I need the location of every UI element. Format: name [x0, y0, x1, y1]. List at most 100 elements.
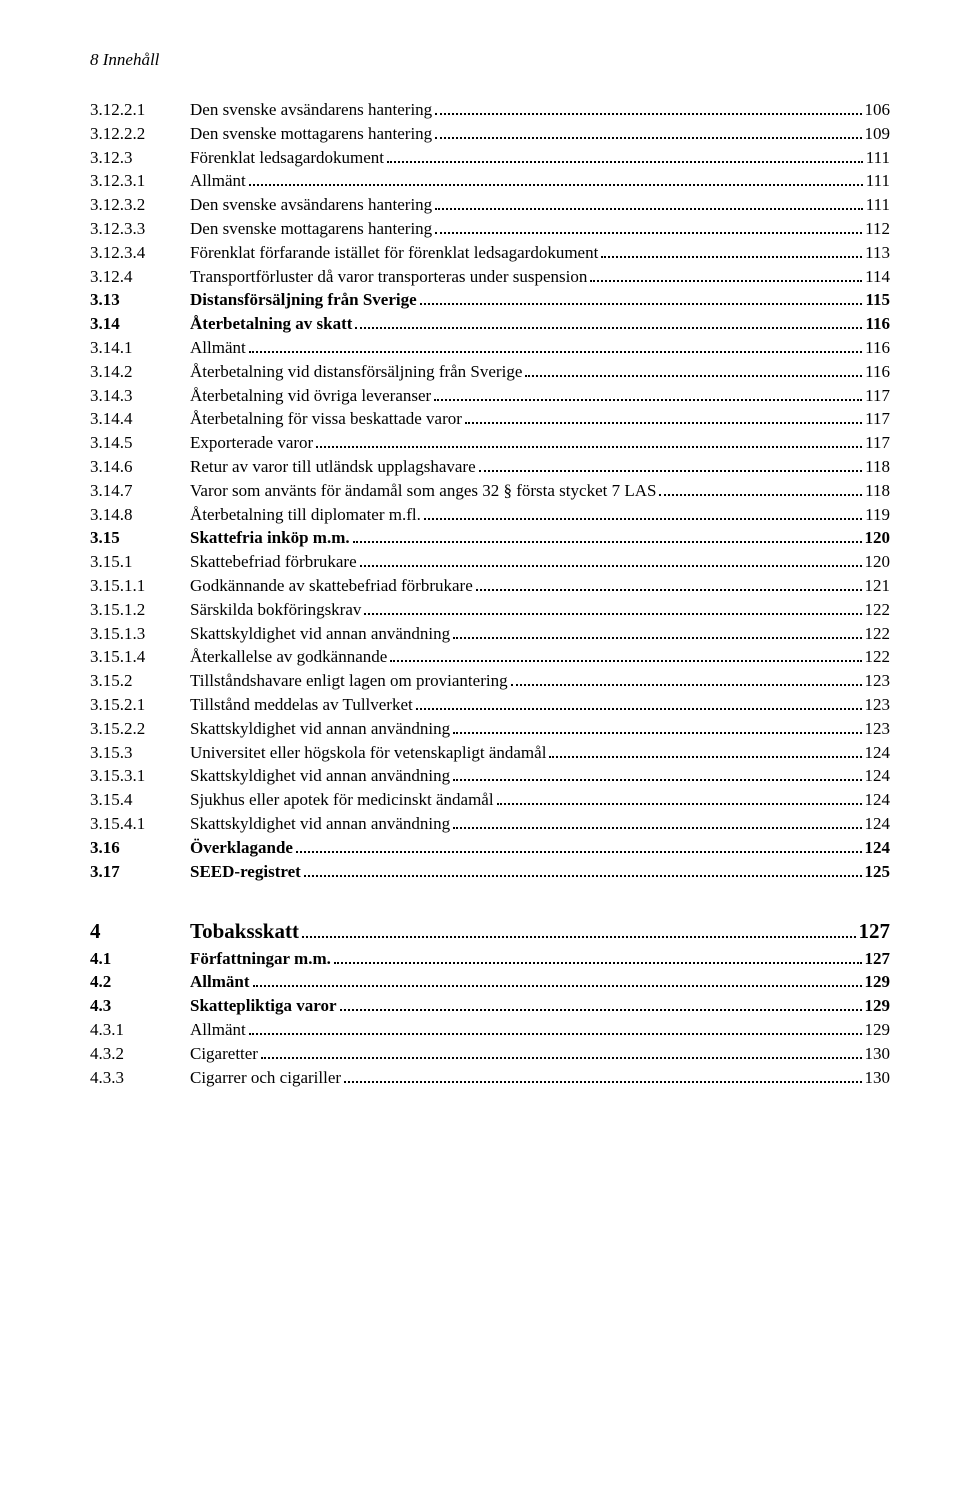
toc-leader-dots	[476, 589, 862, 591]
toc-entry-number: 3.12.2.2	[90, 122, 190, 146]
toc-entry-page: 122	[865, 598, 891, 622]
toc-entry-title: Cigaretter	[190, 1042, 258, 1066]
toc-row: 3.14.5Exporterade varor117	[90, 431, 890, 455]
toc-entry-page: 114	[865, 265, 890, 289]
toc-leader-dots	[253, 985, 862, 987]
toc-entry-page: 117	[865, 384, 890, 408]
toc-leader-dots	[340, 1009, 862, 1011]
toc-row: 3.12.2.1Den svenske avsändarens hanterin…	[90, 98, 890, 122]
toc-leader-dots	[435, 208, 863, 210]
toc-entry-number: 3.15.1.1	[90, 574, 190, 598]
toc-row: 3.15.2.2Skattskyldighet vid annan använd…	[90, 717, 890, 741]
toc-leader-dots	[334, 962, 862, 964]
toc-entry-number: 3.14.7	[90, 479, 190, 503]
toc-entry-number: 3.14.6	[90, 455, 190, 479]
toc-entry-title: Skattskyldighet vid annan användning	[190, 764, 450, 788]
toc-row: 3.14.1Allmänt 116	[90, 336, 890, 360]
toc-entry-page: 127	[859, 917, 891, 946]
toc-entry-number: 3.15.1.4	[90, 645, 190, 669]
toc-entry-title: Skattepliktiga varor	[190, 994, 337, 1018]
toc-row: 4.3Skattepliktiga varor129	[90, 994, 890, 1018]
toc-row: 3.14.8Återbetalning till diplomater m.fl…	[90, 503, 890, 527]
toc-leader-dots	[424, 518, 862, 520]
toc-entry-number: 3.13	[90, 288, 190, 312]
toc-leader-dots	[453, 732, 861, 734]
toc-entry-title: Tillståndshavare enligt lagen om provian…	[190, 669, 508, 693]
toc-entry-title: Sjukhus eller apotek för medicinskt ända…	[190, 788, 494, 812]
toc-row: 3.12.4Transportförluster då varor transp…	[90, 265, 890, 289]
toc-entry-number: 4.3	[90, 994, 190, 1018]
toc-entry-number: 4.1	[90, 947, 190, 971]
toc-entry-number: 3.14.2	[90, 360, 190, 384]
toc-leader-dots	[261, 1057, 862, 1059]
toc-leader-dots	[316, 446, 862, 448]
toc-leader-dots	[453, 779, 861, 781]
toc-entry-page: 106	[865, 98, 891, 122]
toc-row: 3.14.4Återbetalning för vissa beskattade…	[90, 407, 890, 431]
toc-leader-dots	[479, 470, 863, 472]
toc-entry-page: 122	[865, 622, 891, 646]
toc-entry-number: 3.15.4	[90, 788, 190, 812]
toc-entry-page: 116	[865, 312, 890, 336]
toc-entry-page: 120	[865, 550, 891, 574]
toc-entry-page: 129	[865, 1018, 891, 1042]
toc-entry-title: Den svenske avsändarens hantering	[190, 98, 432, 122]
toc-leader-dots	[302, 936, 856, 938]
toc-entry-title: Den svenske mottagarens hantering	[190, 122, 432, 146]
toc-entry-title: Varor som använts för ändamål som anges …	[190, 479, 656, 503]
toc-entry-title: Återbetalning vid övriga leveranser	[190, 384, 431, 408]
toc-entry-page: 109	[865, 122, 891, 146]
toc-entry-number: 3.15.1.2	[90, 598, 190, 622]
toc-row: 3.12.3.4Förenklat förfarande istället fö…	[90, 241, 890, 265]
toc-entry-number: 3.12.3	[90, 146, 190, 170]
toc-entry-page: 129	[865, 970, 891, 994]
toc-leader-dots	[659, 494, 862, 496]
toc-row: 3.15.3Universitet eller högskola för vet…	[90, 741, 890, 765]
toc-entry-page: 124	[865, 741, 891, 765]
toc-entry-page: 115	[865, 288, 890, 312]
toc-entry-number: 3.12.3.1	[90, 169, 190, 193]
toc-entry-title: Skattskyldighet vid annan användning	[190, 717, 450, 741]
toc-entry-page: 130	[865, 1042, 891, 1066]
toc-entry-page: 118	[865, 455, 890, 479]
toc-entry-page: 119	[865, 503, 890, 527]
toc-leader-dots	[525, 375, 862, 377]
toc-leader-dots	[511, 684, 862, 686]
toc-list: 3.12.2.1Den svenske avsändarens hanterin…	[90, 98, 890, 883]
toc-entry-title: Allmänt	[190, 336, 246, 360]
toc-entry-number: 3.15.3	[90, 741, 190, 765]
toc-entry-number: 3.15.1.3	[90, 622, 190, 646]
toc-row: 3.12.3.3Den svenske mottagarens hanterin…	[90, 217, 890, 241]
toc-row: 4.3.1Allmänt129	[90, 1018, 890, 1042]
toc-leader-dots	[420, 303, 863, 305]
toc-entry-page: 111	[866, 193, 890, 217]
toc-entry-title: Författningar m.m.	[190, 947, 331, 971]
toc-entry-number: 3.12.3.2	[90, 193, 190, 217]
toc-entry-page: 116	[865, 336, 890, 360]
toc-entry-title: Återbetalning vid distansförsäljning frå…	[190, 360, 522, 384]
toc-entry-number: 3.17	[90, 860, 190, 884]
toc-entry-page: 113	[865, 241, 890, 265]
toc-entry-title: Skattskyldighet vid annan användning	[190, 812, 450, 836]
toc-entry-title: Den svenske mottagarens hantering	[190, 217, 432, 241]
toc-entry-number: 3.12.2.1	[90, 98, 190, 122]
toc-entry-number: 3.15.3.1	[90, 764, 190, 788]
toc-entry-title: Skattefria inköp m.m.	[190, 526, 350, 550]
toc-row: 3.15.2.1Tillstånd meddelas av Tullverket…	[90, 693, 890, 717]
toc-entry-page: 112	[865, 217, 890, 241]
toc-row: 3.14.2Återbetalning vid distansförsäljni…	[90, 360, 890, 384]
toc-row: 3.16Överklagande124	[90, 836, 890, 860]
toc-entry-number: 3.14.1	[90, 336, 190, 360]
toc-leader-dots	[465, 422, 862, 424]
toc-row: 3.15.3.1Skattskyldighet vid annan använd…	[90, 764, 890, 788]
toc-entry-number: 3.15.4.1	[90, 812, 190, 836]
toc-entry-page: 116	[865, 360, 890, 384]
toc-entry-page: 122	[865, 645, 891, 669]
toc-row: 4.3.2Cigaretter130	[90, 1042, 890, 1066]
toc-leader-dots	[590, 280, 862, 282]
toc-row: 3.15.4Sjukhus eller apotek för medicinsk…	[90, 788, 890, 812]
toc-row: 3.12.3.2Den svenske avsändarens hanterin…	[90, 193, 890, 217]
toc-row: 4.1Författningar m.m.127	[90, 947, 890, 971]
toc-entry-number: 3.14.8	[90, 503, 190, 527]
toc-entry-number: 3.15.1	[90, 550, 190, 574]
